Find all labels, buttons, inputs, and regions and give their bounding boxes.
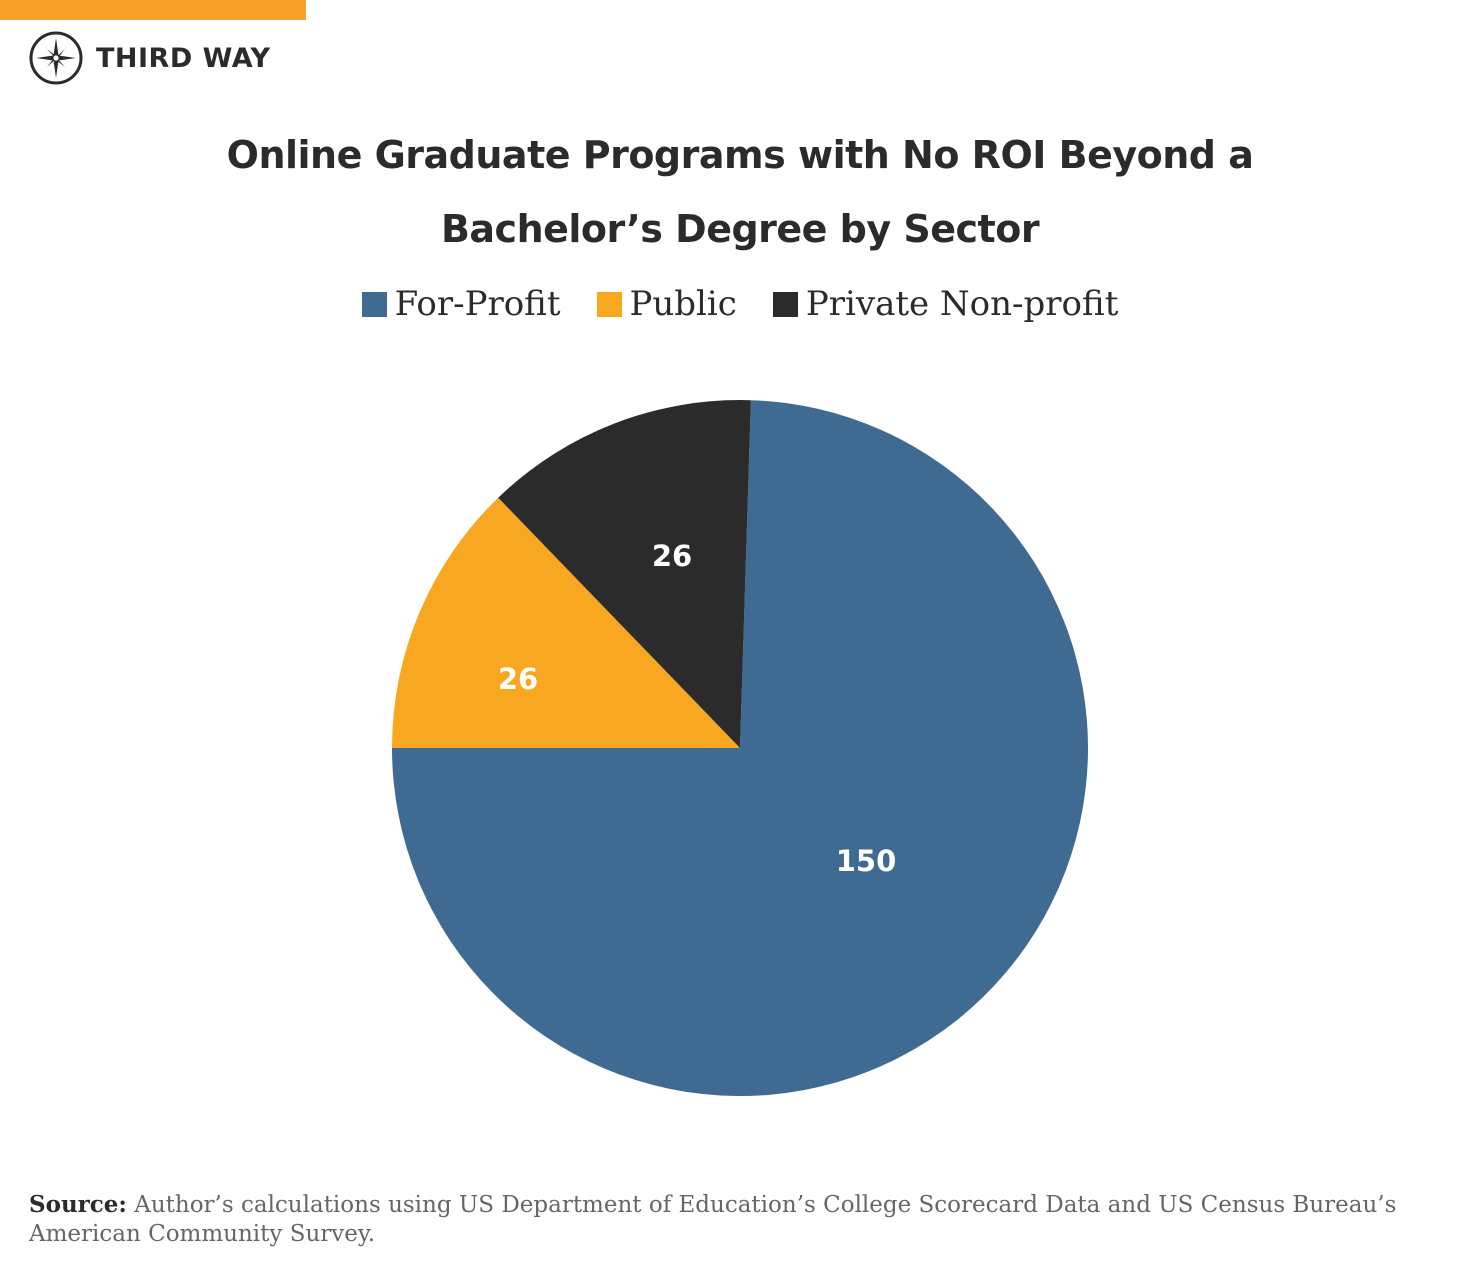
brand-name: THIRD WAY: [96, 42, 271, 74]
data-label-private-non-profit: 26: [652, 539, 692, 573]
legend-label: Private Non-profit: [805, 284, 1119, 324]
legend-swatch-public: [596, 291, 622, 317]
pie-slice-public: [392, 497, 740, 748]
legend-swatch-for-profit: [361, 291, 387, 317]
chart-title-line-2: Bachelor’s Degree by Sector: [440, 207, 1040, 251]
legend-swatch-private-non-profit: [772, 291, 798, 317]
chart-title: Online Graduate Programs with No ROI Bey…: [0, 118, 1480, 266]
source-text: Author’s calculations using US Departmen…: [29, 1192, 1397, 1247]
third-way-logo: THIRD WAY: [28, 30, 271, 86]
accent-bar: [0, 0, 306, 20]
source-label: Source:: [29, 1191, 127, 1218]
data-label-for-profit: 150: [836, 844, 897, 878]
legend-label: For-Profit: [394, 284, 561, 324]
pie-slice-for-profit: [392, 400, 1089, 1097]
chart-title-line-1: Online Graduate Programs with No ROI Bey…: [226, 133, 1254, 177]
source-note: Source: Author’s calculations using US D…: [29, 1190, 1449, 1249]
compass-star-icon: [29, 31, 83, 85]
pie-slice-private-non-profit: [498, 400, 751, 748]
legend-item-public: Public: [596, 284, 737, 324]
legend-item-private-non-profit: Private Non-profit: [772, 284, 1119, 324]
chart-legend: For-Profit Public Private Non-profit: [0, 284, 1480, 324]
data-label-public: 26: [498, 662, 538, 696]
legend-item-for-profit: For-Profit: [361, 284, 561, 324]
legend-label: Public: [629, 284, 737, 324]
